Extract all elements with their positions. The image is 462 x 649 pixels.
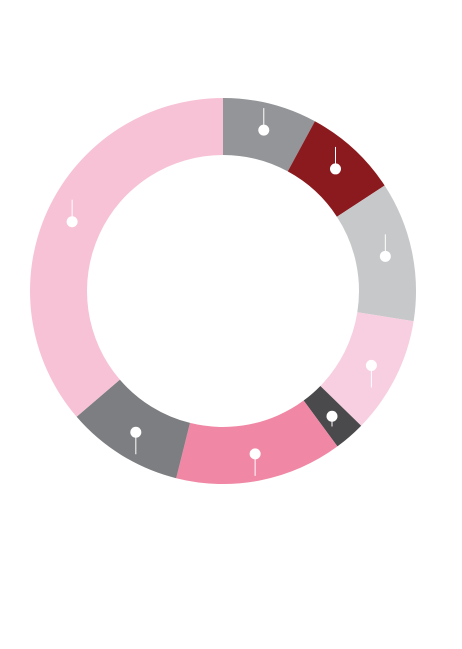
slice-marker-1 xyxy=(258,124,270,136)
slice-marker-3 xyxy=(379,250,391,262)
slice-marker-2 xyxy=(329,163,341,175)
slice-marker-6 xyxy=(249,448,261,460)
donut-slice-4 xyxy=(320,312,414,426)
donut-slice-1 xyxy=(223,98,315,172)
donut-slice-6 xyxy=(176,400,338,484)
donut-slice-8 xyxy=(30,97,224,417)
slice-marker-5 xyxy=(326,410,338,422)
slice-marker-4 xyxy=(365,359,377,371)
donut-slice-3 xyxy=(336,185,416,322)
slice-marker-7 xyxy=(130,426,142,438)
donut-slices xyxy=(30,97,416,484)
slice-markers xyxy=(66,108,391,476)
slice-marker-8 xyxy=(66,216,78,228)
